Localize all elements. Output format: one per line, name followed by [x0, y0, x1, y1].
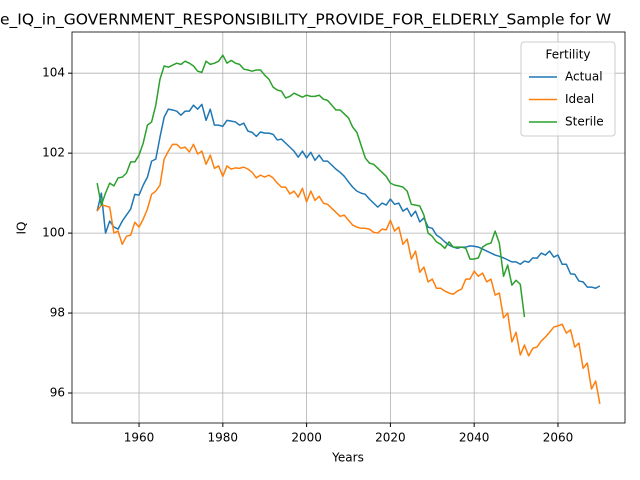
- chart-title: e_IQ_in_GOVERNMENT_RESPONSIBILITY_PROVID…: [0, 11, 611, 30]
- x-tick-label: 2000: [291, 431, 322, 445]
- line-series: [96, 143, 601, 404]
- x-tick-label: 2060: [543, 431, 574, 445]
- legend-label: Actual: [565, 70, 603, 84]
- x-tick-label: 1980: [208, 431, 239, 445]
- legend-title: Fertility: [545, 48, 590, 62]
- legend-box: [520, 41, 616, 137]
- plot-frame: [71, 31, 626, 424]
- y-tick-label: 104: [42, 66, 65, 80]
- x-tick-label: 1960: [124, 431, 155, 445]
- y-tick-label: 98: [50, 306, 65, 320]
- y-axis-label: IQ: [15, 222, 29, 235]
- x-tick-label: 2020: [375, 431, 406, 445]
- x-axis-label: Years: [331, 451, 364, 465]
- legend: Fertility Actual Ideal Sterile: [520, 41, 616, 137]
- line-series: [96, 54, 526, 318]
- line-series: [96, 103, 601, 290]
- legend-label: Sterile: [565, 115, 604, 129]
- legend-label: Ideal: [565, 92, 594, 106]
- y-tick-label: 96: [50, 386, 65, 400]
- y-tick-label: 100: [42, 226, 65, 240]
- x-tick-label: 2040: [459, 431, 490, 445]
- y-tick-label: 102: [42, 146, 65, 160]
